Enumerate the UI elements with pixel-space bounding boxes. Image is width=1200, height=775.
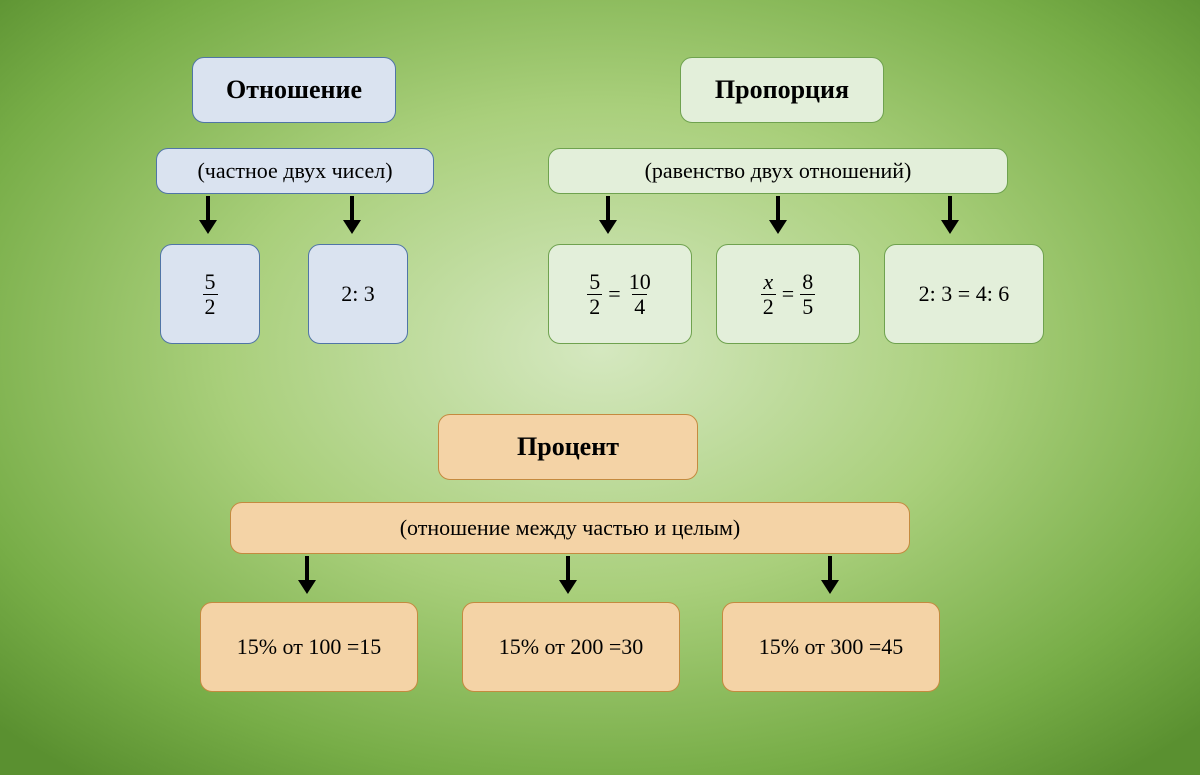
arrow-shaft: [206, 196, 210, 222]
fraction: 8 5: [800, 270, 815, 317]
ratio-example-2: 2: 3: [308, 244, 408, 344]
fraction-denominator: 2: [761, 294, 776, 318]
arrow-head-icon: [199, 220, 217, 234]
arrow-head-icon: [559, 580, 577, 594]
fraction-denominator: 2: [203, 294, 218, 318]
percent-example-1-text: 15% от 100 =15: [237, 634, 382, 660]
fraction: 5 2: [203, 270, 218, 317]
fraction-denominator: 2: [587, 294, 602, 318]
arrow-head-icon: [343, 220, 361, 234]
ratio-example-2-text: 2: 3: [341, 281, 375, 307]
arrow-shaft: [776, 196, 780, 222]
proportion-subtitle-box: (равенство двух отношений): [548, 148, 1008, 194]
proportion-title: Пропорция: [715, 75, 849, 105]
arrow-head-icon: [599, 220, 617, 234]
percent-example-3-text: 15% от 300 =45: [759, 634, 904, 660]
percent-title: Процент: [517, 432, 619, 462]
arrow-shaft: [828, 556, 832, 582]
percent-title-box: Процент: [438, 414, 698, 480]
proportion-example-2: x 2 = 8 5: [716, 244, 860, 344]
fraction-numerator: 5: [203, 270, 218, 293]
equals-sign: =: [608, 281, 620, 307]
fraction: 10 4: [627, 270, 653, 317]
arrow-shaft: [606, 196, 610, 222]
ratio-title-box: Отношение: [192, 57, 396, 123]
arrow-head-icon: [821, 580, 839, 594]
percent-example-2: 15% от 200 =30: [462, 602, 680, 692]
fraction-numerator: 10: [627, 270, 653, 293]
fraction-numerator: x: [761, 270, 775, 293]
percent-example-2-text: 15% от 200 =30: [499, 634, 644, 660]
percent-subtitle: (отношение между частью и целым): [400, 515, 741, 541]
arrow-shaft: [305, 556, 309, 582]
proportion-title-box: Пропорция: [680, 57, 884, 123]
percent-example-3: 15% от 300 =45: [722, 602, 940, 692]
proportion-example-1: 5 2 = 10 4: [548, 244, 692, 344]
arrow-shaft: [350, 196, 354, 222]
fraction-numerator: 8: [800, 270, 815, 293]
ratio-example-1: 5 2: [160, 244, 260, 344]
ratio-subtitle: (частное двух чисел): [197, 158, 392, 184]
proportion-example-3: 2: 3 = 4: 6: [884, 244, 1044, 344]
arrow-head-icon: [769, 220, 787, 234]
fraction: x 2: [761, 270, 776, 317]
arrow-shaft: [566, 556, 570, 582]
percent-example-1: 15% от 100 =15: [200, 602, 418, 692]
arrow-shaft: [948, 196, 952, 222]
arrow-head-icon: [298, 580, 316, 594]
ratio-title: Отношение: [226, 75, 362, 105]
fraction: 5 2: [587, 270, 602, 317]
ratio-subtitle-box: (частное двух чисел): [156, 148, 434, 194]
equals-sign: =: [782, 281, 794, 307]
arrow-head-icon: [941, 220, 959, 234]
fraction-numerator: 5: [587, 270, 602, 293]
fraction-denominator: 4: [632, 294, 647, 318]
proportion-example-3-text: 2: 3 = 4: 6: [919, 281, 1010, 307]
proportion-subtitle: (равенство двух отношений): [645, 158, 912, 184]
percent-subtitle-box: (отношение между частью и целым): [230, 502, 910, 554]
fraction-denominator: 5: [800, 294, 815, 318]
